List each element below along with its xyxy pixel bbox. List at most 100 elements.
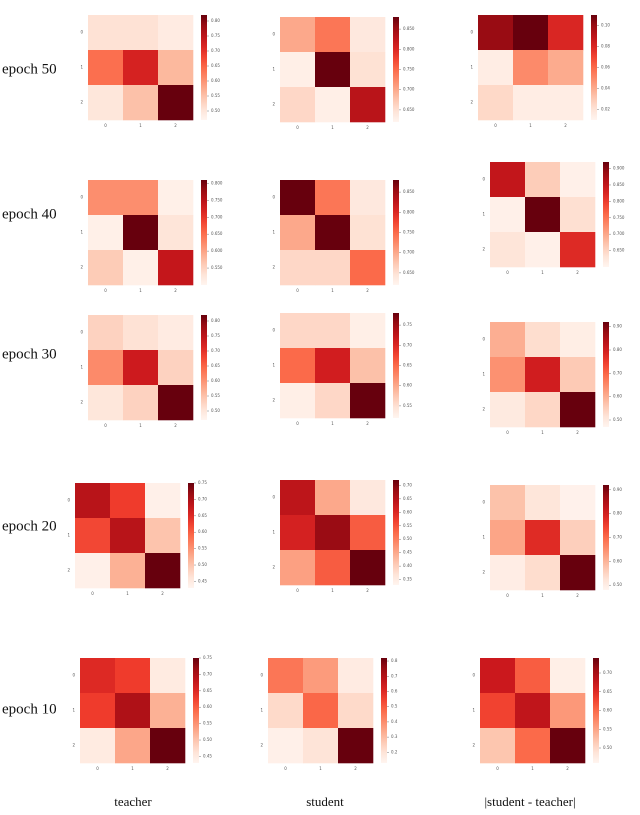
colorbar-tick-label: 0.60 [211,378,220,383]
x-tick-label: 2 [366,125,369,130]
x-tick-label: 1 [139,423,142,428]
heatmap-cell [280,313,316,349]
heatmap-cell [350,250,386,286]
heatmap-cell [150,728,186,764]
y-tick-label: 1 [260,708,263,713]
x-tick-label: 1 [131,766,134,771]
heatmap-cell [525,357,561,393]
heatmap-cell [268,693,304,729]
y-tick-label: 2 [482,247,485,252]
heatmap-cell [490,485,526,521]
heatmap-cell [315,215,351,251]
colorbar-tick-label: 0.50 [613,417,622,422]
colorbar-tick-label: 0.55 [603,726,612,731]
colorbar-tick-label: 0.90 [613,324,622,329]
heatmap-cell [480,693,516,729]
colorbar-tick-label: 0.850 [403,189,415,194]
heatmap-cell [315,52,351,88]
x-tick-label: 2 [366,588,369,593]
y-tick-label: 0 [272,495,275,500]
heatmap-cell [490,162,526,198]
heatmap-cell [115,658,151,694]
heatmap-cell [145,483,181,519]
x-tick-label: 0 [296,288,299,293]
colorbar-tick-label: 0.50 [198,562,207,567]
colorbar-tick-label: 0.90 [613,487,622,492]
x-tick-label: 0 [494,123,497,128]
colorbar-tick-label: 0.55 [403,523,412,528]
heatmap: 0 1 2 0 1 2 0.45 0.50 0.55 0.60 0.65 0.70 0.75 [72,655,212,771]
colorbar-tick-label: 0.2 [391,749,398,754]
colorbar-tick-label: 0.800 [211,180,223,185]
colorbar-tick-label: 0.55 [203,721,212,726]
colorbar [591,15,597,120]
colorbar-tick-label: 0.70 [613,535,622,540]
colorbar-tick-label: 0.75 [198,480,207,485]
x-tick-label: 0 [296,125,299,130]
heatmap-cell [515,728,551,764]
heatmap-cell [548,50,584,86]
x-tick-label: 2 [174,288,177,293]
y-tick-label: 1 [80,230,83,235]
heatmap-cell [525,232,561,268]
heatmap-cell [338,693,374,729]
heatmap-cell [480,728,516,764]
y-tick-label: 1 [72,708,75,713]
heatmap-cell [88,385,124,421]
heatmap-cell [560,232,596,268]
y-tick-label: 0 [72,673,75,678]
y-tick-label: 0 [482,177,485,182]
colorbar-tick-label: 0.75 [211,33,220,38]
colorbar-tick-label: 0.650 [613,248,625,253]
colorbar-tick-label: 0.70 [211,48,220,53]
colorbar [593,658,599,763]
heatmap-cell [88,315,124,351]
heatmap-cell [88,180,124,216]
y-tick-label: 0 [482,500,485,505]
colorbar-tick-label: 0.650 [211,231,223,236]
heatmap: 0 1 2 0 1 2 0.50 0.55 0.60 0.65 0.70 0.75 0.80 [80,15,220,128]
colorbar-tick-label: 0.80 [211,18,220,23]
x-tick-label: 0 [496,766,499,771]
y-tick-label: 1 [470,65,473,70]
heatmap: 0 1 2 0 1 2 0.550 0.600 0.650 0.700 0.750 0.800 [80,180,223,293]
row-label: epoch 10 [2,701,57,717]
y-tick-label: 0 [272,328,275,333]
y-tick-label: 1 [482,372,485,377]
colorbar-tick-label: 0.65 [211,363,220,368]
colorbar [603,322,609,427]
heatmap-cell [350,480,386,516]
y-tick-label: 0 [260,673,263,678]
x-tick-label: 2 [576,430,579,435]
colorbar-tick-label: 0.70 [211,348,220,353]
colorbar-tick-label: 0.10 [601,23,610,28]
x-tick-label: 0 [91,591,94,596]
x-tick-label: 0 [296,421,299,426]
colorbar [188,483,194,588]
y-tick-label: 2 [470,100,473,105]
y-tick-label: 1 [272,363,275,368]
heatmap-cell [350,17,386,53]
heatmap-cell [560,555,596,591]
heatmap-cell [478,85,514,121]
heatmap-cell [315,313,351,349]
heatmap-cell [490,357,526,393]
heatmap-cell [88,85,124,121]
x-tick-label: 1 [541,270,544,275]
x-tick-label: 2 [366,421,369,426]
heatmap-cell [560,357,596,393]
y-tick-label: 0 [472,673,475,678]
colorbar-tick-label: 0.700 [403,250,415,255]
x-tick-label: 2 [166,766,169,771]
heatmap-cell [560,392,596,428]
heatmap-cell [525,162,561,198]
x-tick-label: 1 [531,766,534,771]
heatmap-cell [315,180,351,216]
heatmap-cell [115,693,151,729]
heatmap-cell [280,550,316,586]
y-tick-label: 1 [472,708,475,713]
heatmap-cell [158,180,194,216]
heatmap-cell [525,322,561,358]
colorbar-tick-label: 0.08 [601,44,610,49]
